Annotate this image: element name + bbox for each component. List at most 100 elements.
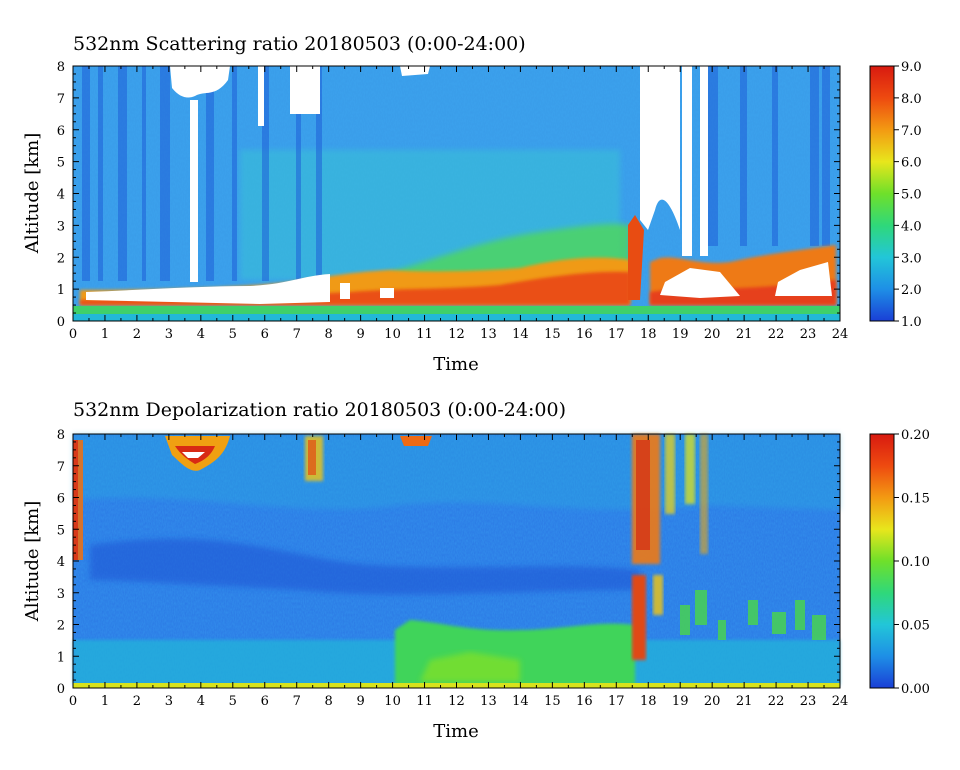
x-tick-label: 17 xyxy=(608,694,625,709)
chart-title: 532nm Depolarization ratio 20180503 (0:0… xyxy=(73,399,566,421)
y-tick-label: 4 xyxy=(57,188,65,203)
x-tick-label: 14 xyxy=(512,327,529,342)
x-axis-label: Time xyxy=(433,721,478,742)
y-tick-label: 2 xyxy=(57,251,65,266)
x-tick-label: 11 xyxy=(416,327,433,342)
panel-scattering-ratio: 532nm Scattering ratio 20180503 (0:00-24… xyxy=(22,33,922,375)
x-tick-label: 19 xyxy=(672,327,689,342)
y-tick-label: 6 xyxy=(57,124,65,139)
y-tick-label: 8 xyxy=(57,60,65,75)
x-tick-label: 5 xyxy=(229,327,237,342)
colorbar-tick-label: 0.05 xyxy=(901,619,930,634)
x-tick-label: 21 xyxy=(736,694,753,709)
y-tick-label: 7 xyxy=(57,92,65,107)
plot-area xyxy=(72,65,841,322)
x-tick-label: 23 xyxy=(800,694,817,709)
colorbar-tick-label: 5.0 xyxy=(901,188,922,203)
y-tick-label: 3 xyxy=(57,219,65,234)
y-tick-label: 1 xyxy=(57,650,65,665)
x-tick-label: 22 xyxy=(768,694,785,709)
x-tick-label: 9 xyxy=(356,327,364,342)
y-tick-label: 1 xyxy=(57,283,65,298)
x-tick-label: 20 xyxy=(704,327,721,342)
colorbar: 1.0 2.0 3.0 4.0 5.0 6.0 7.0 8.0 9.0 xyxy=(869,60,922,330)
chart-title: 532nm Scattering ratio 20180503 (0:00-24… xyxy=(73,33,526,55)
colorbar-tick-label: 7.0 xyxy=(901,124,922,139)
x-tick-label: 8 xyxy=(325,327,333,342)
x-axis: 0 1 2 3 4 5 6 7 8 9 10 11 12 13 14 15 16 17 18 19 20 21 22 23 24 xyxy=(69,434,848,709)
x-tick-label: 8 xyxy=(325,694,333,709)
colorbar-scale xyxy=(869,65,895,322)
x-tick-label: 6 xyxy=(261,694,269,709)
x-axis: 0 1 2 3 4 5 6 7 8 9 10 11 12 13 14 15 16 17 18 19 20 21 22 23 24 xyxy=(69,66,848,342)
y-tick-label: 2 xyxy=(57,619,65,634)
x-tick-label: 7 xyxy=(293,327,301,342)
y-tick-label: 8 xyxy=(57,428,65,443)
x-tick-label: 19 xyxy=(672,694,689,709)
x-tick-label: 16 xyxy=(576,694,593,709)
x-tick-label: 0 xyxy=(69,327,77,342)
x-tick-label: 16 xyxy=(576,327,593,342)
x-tick-label: 0 xyxy=(69,694,77,709)
colorbar-tick-label: 1.0 xyxy=(901,315,922,330)
x-tick-label: 17 xyxy=(608,327,625,342)
y-tick-label: 5 xyxy=(57,156,65,171)
colorbar-tick-label: 8.0 xyxy=(901,92,922,107)
y-tick-label: 7 xyxy=(57,460,65,475)
x-tick-label: 24 xyxy=(832,694,849,709)
x-tick-label: 5 xyxy=(229,694,237,709)
colorbar-tick-label: 4.0 xyxy=(901,219,922,234)
x-tick-label: 9 xyxy=(356,694,364,709)
x-tick-label: 22 xyxy=(768,327,785,342)
colorbar-tick-label: 6.0 xyxy=(901,156,922,171)
y-tick-label: 0 xyxy=(57,682,65,697)
plot-area xyxy=(72,433,841,689)
colorbar-scale xyxy=(869,433,895,689)
x-axis-label: Time xyxy=(433,354,478,375)
colorbar-tick-label: 3.0 xyxy=(901,251,922,266)
y-axis-label: Altitude [km] xyxy=(22,501,43,623)
x-tick-label: 1 xyxy=(101,327,109,342)
x-tick-label: 2 xyxy=(133,327,141,342)
y-tick-label: 0 xyxy=(57,315,65,330)
y-tick-label: 6 xyxy=(57,492,65,507)
colorbar-tick-label: 0.15 xyxy=(901,492,930,507)
colorbar-tick-label: 0.00 xyxy=(901,682,930,697)
colorbar-tick-label: 2.0 xyxy=(901,283,922,298)
x-tick-label: 10 xyxy=(384,327,401,342)
x-tick-label: 12 xyxy=(448,327,465,342)
x-tick-label: 10 xyxy=(384,694,401,709)
x-tick-label: 11 xyxy=(416,694,433,709)
panel-depolarization-ratio: 532nm Depolarization ratio 20180503 (0:0… xyxy=(22,399,930,742)
colorbar-ticks: 1.0 2.0 3.0 4.0 5.0 6.0 7.0 8.0 9.0 xyxy=(894,60,922,330)
x-tick-label: 3 xyxy=(165,327,173,342)
y-axis: 0 1 2 3 4 5 6 7 8 xyxy=(57,428,840,697)
x-tick-label: 15 xyxy=(544,327,561,342)
x-tick-label: 18 xyxy=(640,327,657,342)
colorbar-ticks: 0.00 0.05 0.10 0.15 0.20 xyxy=(894,428,930,697)
x-tick-label: 23 xyxy=(800,327,817,342)
x-tick-label: 21 xyxy=(736,327,753,342)
x-tick-label: 4 xyxy=(197,694,205,709)
x-tick-label: 1 xyxy=(101,694,109,709)
x-tick-label: 13 xyxy=(480,694,497,709)
colorbar-tick-label: 0.20 xyxy=(901,428,930,443)
x-tick-label: 7 xyxy=(293,694,301,709)
colorbar-tick-label: 9.0 xyxy=(901,60,922,75)
x-tick-label: 2 xyxy=(133,694,141,709)
x-tick-label: 4 xyxy=(197,327,205,342)
x-tick-label: 14 xyxy=(512,694,529,709)
y-tick-label: 4 xyxy=(57,555,65,570)
x-tick-label: 18 xyxy=(640,694,657,709)
x-tick-label: 6 xyxy=(261,327,269,342)
colorbar-tick-label: 0.10 xyxy=(901,555,930,570)
x-tick-label: 3 xyxy=(165,694,173,709)
x-tick-label: 24 xyxy=(832,327,849,342)
x-tick-label: 12 xyxy=(448,694,465,709)
y-tick-label: 3 xyxy=(57,587,65,602)
x-tick-label: 15 xyxy=(544,694,561,709)
x-tick-label: 13 xyxy=(480,327,497,342)
x-tick-label: 20 xyxy=(704,694,721,709)
y-axis-label: Altitude [km] xyxy=(22,133,43,255)
